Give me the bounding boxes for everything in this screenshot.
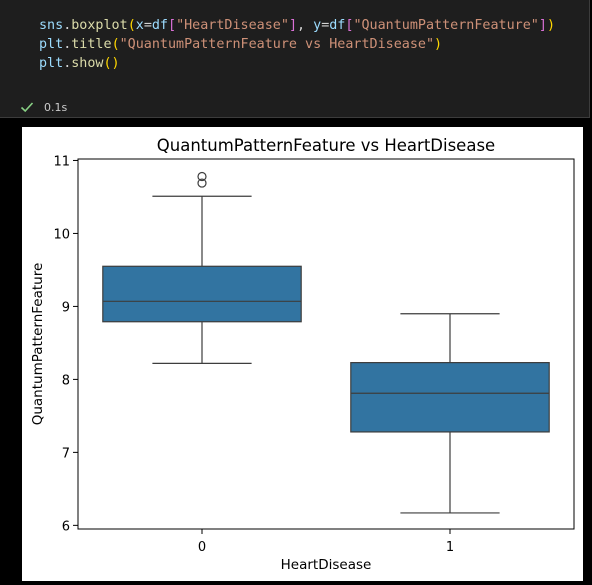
code-token: "QuantumPatternFeature vs HeartDisease" [119,37,435,52]
y-tick-label: 9 [62,300,70,315]
y-tick-label: 8 [62,373,70,388]
code-token: [ [345,18,354,33]
code-token: title [71,37,112,52]
code-token: y [313,18,322,33]
box-iqr [102,265,302,323]
code-token: ) [546,18,555,33]
code-token: ] [538,18,547,33]
x-axis-label: HeartDisease [281,557,372,573]
code-token: show [71,56,104,71]
code-token: = [143,18,152,33]
chart-title: QuantumPatternFeature vs HeartDisease [157,136,495,155]
code-token: ) [434,37,443,52]
boxplot-chart: QuantumPatternFeature vs HeartDisease 6 7 8… [30,136,575,573]
execution-status: 0.1s [20,99,67,115]
box-iqr [350,362,550,433]
check-icon [20,102,34,113]
y-tick-label: 10 [53,227,70,242]
code-token: ] [288,18,297,33]
code-cell[interactable]: sns.boxplot(x=df["HeartDisease"], y=df["… [0,0,590,118]
y-tick-label: 6 [62,519,70,534]
outlier-point [197,171,207,182]
code-token: ( [127,18,136,33]
code-token: ( [111,37,120,52]
x-tick-label: 0 [198,540,206,555]
code-token: . [63,18,72,33]
code-line[interactable]: plt.show() [39,54,120,73]
code-token: () [103,56,120,71]
code-token: , [297,18,314,33]
code-token: sns [39,18,64,33]
code-token: "HeartDisease" [176,18,289,33]
code-token: . [63,56,72,71]
code-token: plt [39,37,64,52]
y-tick-label: 7 [62,446,70,461]
y-tick-label: 11 [53,154,70,169]
code-token: . [63,37,72,52]
code-token: plt [39,56,64,71]
outlier-point [197,178,207,188]
code-token: x [135,18,144,33]
code-token: [ [168,18,177,33]
code-line[interactable]: sns.boxplot(x=df["HeartDisease"], y=df["… [39,16,555,35]
execution-duration: 0.1s [44,100,68,114]
code-token: boxplot [71,18,128,33]
code-token: df [329,18,346,33]
code-token: = [321,18,330,33]
code-token: "QuantumPatternFeature" [353,18,539,33]
code-token: df [151,18,168,33]
code-line[interactable]: plt.title("QuantumPatternFeature vs Hear… [39,35,442,54]
plot-frame [77,158,575,530]
y-axis-label: QuantumPatternFeature [30,263,46,426]
cell-output: QuantumPatternFeature vs HeartDisease 6 7 8… [22,127,583,581]
x-tick-label: 1 [446,540,454,555]
